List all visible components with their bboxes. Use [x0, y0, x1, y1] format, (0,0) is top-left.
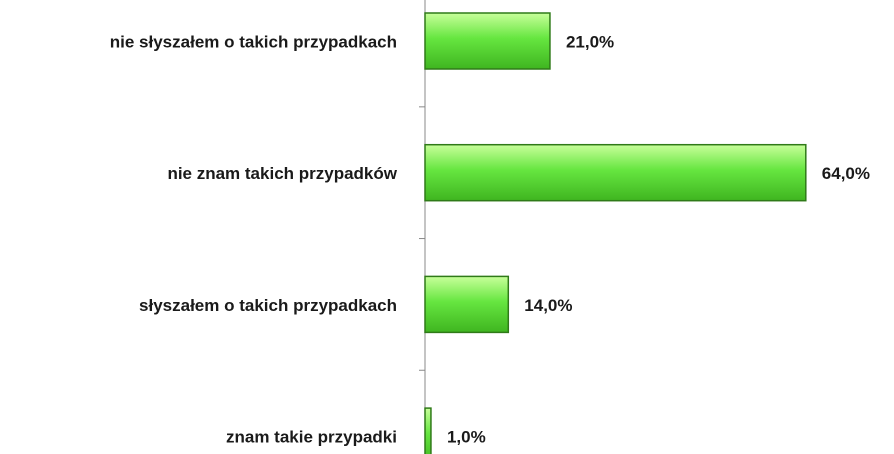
value-label: 21,0% [566, 32, 614, 51]
category-label: nie znam takich przypadków [167, 164, 397, 183]
category-label: nie słyszałem o takich przypadkach [110, 32, 397, 51]
value-label: 64,0% [822, 164, 870, 183]
category-label: znam takie przypadki [226, 428, 397, 447]
bar [424, 407, 432, 454]
bar [424, 143, 807, 202]
value-label: 1,0% [447, 428, 486, 447]
bar [424, 12, 551, 70]
bar [424, 275, 510, 334]
category-label: słyszałem o takich przypadkach [139, 296, 397, 315]
value-label: 14,0% [524, 296, 572, 315]
